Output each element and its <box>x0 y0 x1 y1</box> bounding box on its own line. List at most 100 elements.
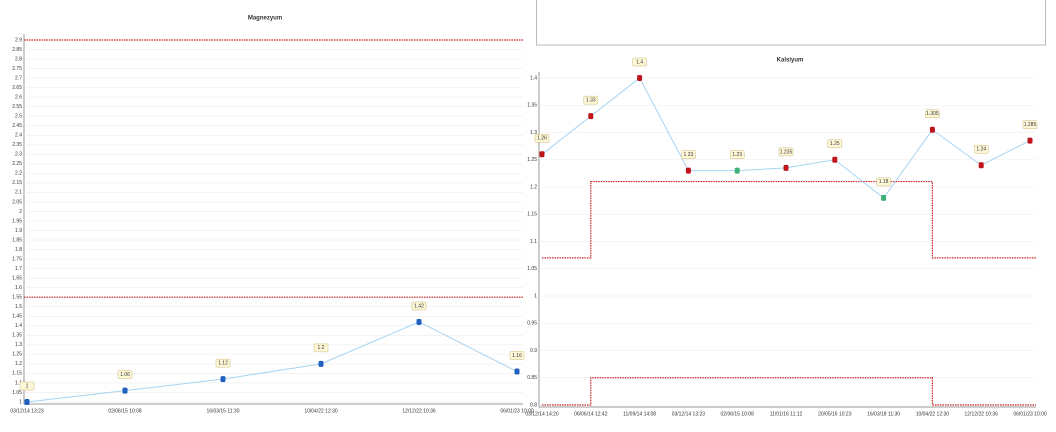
y-tick-label: 2.4 <box>15 133 22 139</box>
data-label: 1.16 <box>512 353 522 359</box>
x-tick-label: 03/12/14 13:23 <box>672 411 706 417</box>
marker <box>832 156 838 163</box>
data-label: 1.26 <box>537 136 547 142</box>
y-tick-label: 2.25 <box>12 161 22 167</box>
y-tick-label: 1.8 <box>15 247 22 253</box>
y-tick-label: 1.35 <box>12 333 22 339</box>
y-tick-label: 2.05 <box>12 199 22 205</box>
data-label: 1.285 <box>1024 122 1037 128</box>
y-tick-label: 1.75 <box>12 256 22 262</box>
marker <box>318 360 324 367</box>
data-label: 1.235 <box>780 149 793 155</box>
y-tick-label: 1 <box>19 399 22 405</box>
x-tick-label: 06/01/23 10:00 <box>500 408 534 414</box>
marker <box>416 318 422 325</box>
x-tick-label: 12/12/22 10:36 <box>965 411 999 417</box>
y-tick-label: 1.05 <box>12 390 22 396</box>
data-label: 1.18 <box>879 179 889 185</box>
limit-line <box>542 180 1036 259</box>
marker <box>881 194 887 201</box>
x-tick-label: 03/12/14 13:23 <box>10 408 44 414</box>
marker <box>539 151 545 158</box>
y-tick-label: 1.5 <box>15 304 22 310</box>
y-tick-label: 1.85 <box>12 237 22 243</box>
y-tick-label: 1.05 <box>527 266 537 272</box>
y-tick-label: 1.3 <box>530 130 537 136</box>
y-tick-label: 2.6 <box>15 94 22 100</box>
y-tick-label: 1.25 <box>12 352 22 358</box>
data-label-box <box>411 301 427 311</box>
x-tick-label: 02/06/15 10:08 <box>108 408 142 414</box>
marker <box>929 126 935 133</box>
marker <box>514 368 520 375</box>
data-label: 1.06 <box>120 372 130 378</box>
marker <box>685 167 691 174</box>
data-label: 1.42 <box>414 303 424 309</box>
data-label: 1 <box>26 383 29 389</box>
data-label-box <box>729 150 745 159</box>
y-tick-label: 1.3 <box>15 342 22 348</box>
y-tick-label: 2.9 <box>15 37 22 43</box>
data-label: 1.23 <box>732 152 742 158</box>
y-tick-label: 0.95 <box>527 321 537 327</box>
y-tick-label: 1.9 <box>15 228 22 234</box>
data-label-box <box>632 57 647 67</box>
panel-box <box>536 0 1046 46</box>
data-label: 1.25 <box>830 141 840 147</box>
marker <box>978 162 984 169</box>
x-tick-label: 16/03/18 11:30 <box>867 411 900 417</box>
y-tick-label: 1.7 <box>15 266 22 272</box>
y-tick-label: 2.7 <box>15 75 22 81</box>
y-tick-label: 1.15 <box>12 371 22 377</box>
x-tick-label: 06/06/14 12:42 <box>574 411 608 417</box>
data-label-box <box>876 177 891 187</box>
y-tick-label: 2.55 <box>12 104 22 110</box>
data-label-box <box>534 134 550 143</box>
data-label-box <box>313 343 329 353</box>
y-tick-label: 0.8 <box>530 402 537 408</box>
data-label-box <box>827 139 843 148</box>
data-label-box <box>925 109 940 119</box>
data-label-box <box>583 95 599 105</box>
y-tick-label: 2.15 <box>12 180 22 186</box>
data-label: 1.305 <box>926 111 939 117</box>
data-label: 1.23 <box>684 152 694 158</box>
y-tick-label: 2.45 <box>12 123 22 129</box>
y-tick-label: 2.35 <box>12 142 22 148</box>
y-tick-label: 1.45 <box>12 314 22 320</box>
x-tick-label: 03/12/14 14:20 <box>525 411 559 417</box>
y-tick-label: 1.6 <box>15 285 22 291</box>
marker <box>783 164 789 171</box>
y-tick-label: 1.1 <box>530 239 537 245</box>
y-tick-label: 1.4 <box>15 323 22 329</box>
y-tick-label: 0.85 <box>527 375 537 381</box>
data-label: 1.24 <box>976 147 986 153</box>
y-tick-label: 2.75 <box>12 66 22 72</box>
y-tick-label: 2.2 <box>15 171 22 177</box>
x-tick-label: 12/12/22 10:36 <box>402 408 436 414</box>
x-tick-label: 10/04/22 12:30 <box>916 411 950 417</box>
y-tick-label: 1.4 <box>530 75 537 81</box>
limit-line <box>542 377 1036 406</box>
y-tick-label: 1.1 <box>15 380 22 386</box>
chart-title: Kalsiyum <box>777 58 804 64</box>
marker <box>1027 137 1033 144</box>
data-label-box <box>681 150 696 159</box>
y-tick-label: 1.35 <box>527 103 537 109</box>
x-tick-label: 20/05/16 10:23 <box>818 411 852 417</box>
y-tick-label: 2 <box>19 209 22 215</box>
y-tick-label: 1.65 <box>12 275 22 281</box>
x-tick-label: 11/09/14 14:08 <box>623 411 656 417</box>
y-tick-label: 1.15 <box>527 212 537 218</box>
chart-title: Magnezyum <box>248 16 282 22</box>
data-label: 1.33 <box>586 97 596 103</box>
data-label: 1.12 <box>218 360 228 366</box>
data-label-box <box>1022 120 1038 129</box>
x-tick-label: 11/01/16 11:12 <box>770 411 803 417</box>
y-tick-label: 1 <box>534 293 537 299</box>
y-tick-label: 1.55 <box>12 295 22 301</box>
marker <box>734 167 740 174</box>
x-tick-label: 02/06/15 10:08 <box>721 411 755 417</box>
marker <box>24 399 30 405</box>
